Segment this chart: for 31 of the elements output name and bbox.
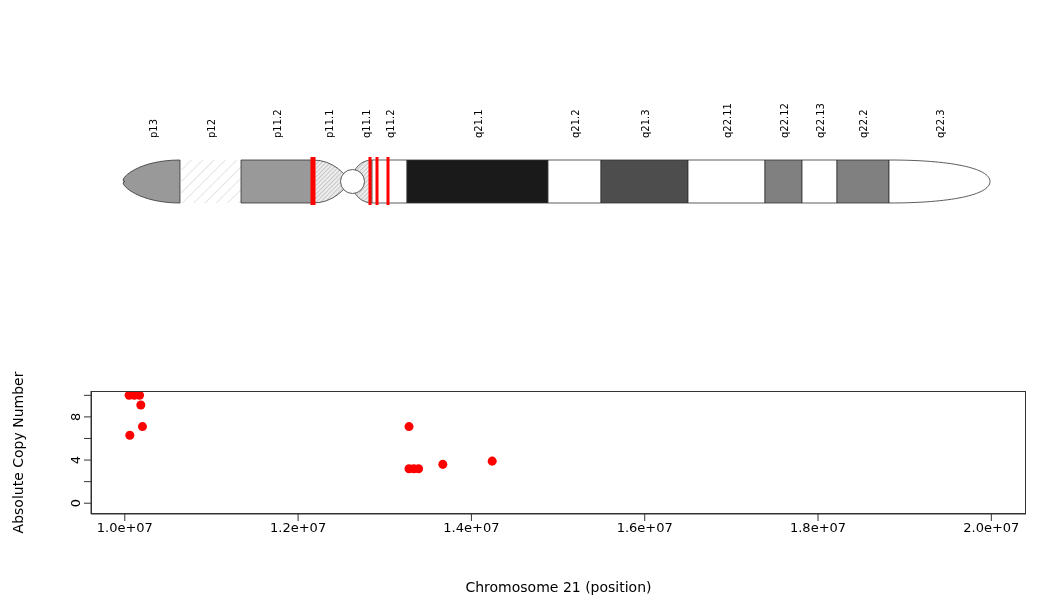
text: q22.11 — [721, 103, 733, 138]
text: p11.1 — [324, 109, 335, 138]
y-tick-label: 4 — [68, 455, 83, 465]
point — [438, 459, 448, 469]
x-tick-label: 2.0e+07 — [963, 520, 1020, 536]
x-tick-label: 1.0e+07 — [96, 520, 153, 536]
text: p11.2 — [272, 109, 283, 138]
point — [136, 400, 146, 410]
x-tick-label: 1.6e+07 — [616, 520, 673, 536]
text: q21.1 — [472, 109, 484, 138]
text: q22.3 — [934, 109, 946, 138]
text: p12 — [205, 118, 217, 138]
y-tick-label: 0 — [68, 499, 83, 508]
text: p13 — [147, 118, 159, 138]
text: q22.12 — [778, 103, 790, 138]
y-axis-title: Absolute Copy Number — [9, 371, 26, 534]
text: q22.13 — [814, 103, 826, 138]
point — [125, 430, 135, 440]
x-tick-label: 1.4e+07 — [443, 520, 500, 536]
x-tick-label: 1.8e+07 — [789, 520, 847, 536]
text: q21.3 — [639, 109, 651, 138]
point — [137, 422, 147, 432]
text: q11.2 — [384, 109, 396, 138]
x-axis-title: Chromosome 21 (position) — [465, 579, 652, 595]
point — [404, 422, 414, 432]
text: q11.1 — [361, 109, 372, 138]
point — [487, 456, 497, 466]
y-tick-label: 8 — [68, 412, 83, 422]
text: q21.2 — [569, 109, 581, 138]
text: q22.2 — [858, 109, 869, 138]
x-tick-label: 1.2e+07 — [270, 520, 327, 536]
